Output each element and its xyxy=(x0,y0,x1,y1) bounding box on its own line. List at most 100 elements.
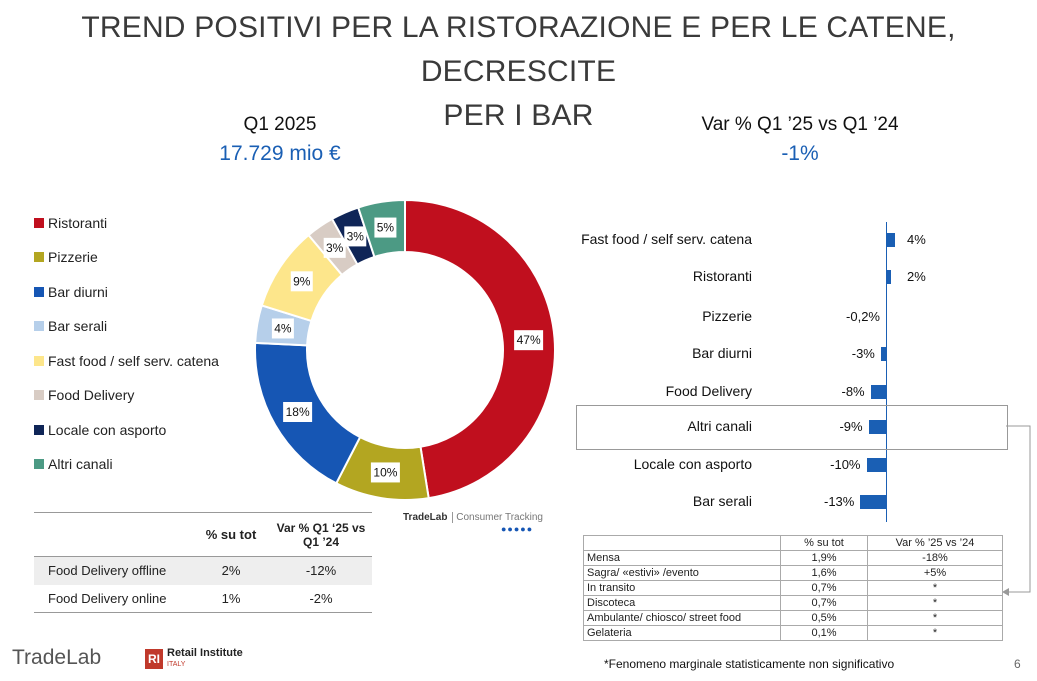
left-table-header-share: % su tot xyxy=(205,527,257,542)
page-number: 6 xyxy=(1014,657,1021,671)
donut-chart: 47% 10% 18% 4% 9% 3%3% 5% xyxy=(254,198,556,501)
table-cell: Gelateria xyxy=(583,625,781,641)
table-cell: Ambulante/ chiosco/ street food xyxy=(583,610,781,626)
donut-slice-ristoranti xyxy=(404,198,556,500)
highlight-box xyxy=(576,405,1008,450)
bar-food-delivery xyxy=(870,385,887,399)
legend-swatch xyxy=(34,459,44,469)
watermark-product: Consumer Tracking xyxy=(452,512,543,523)
bar-category-label: Locale con asporto xyxy=(633,456,752,472)
right-total: -1% xyxy=(781,142,819,165)
donut-data-label: 4% xyxy=(274,321,292,335)
food-delivery-table: % su tot Var % Q1 ‘25 vs Q1 ’24 Food Del… xyxy=(34,512,372,613)
ri-sub: ITALY xyxy=(167,661,186,668)
bar-pizzerie xyxy=(886,310,887,324)
legend-item-food-delivery: Food Delivery xyxy=(34,387,134,403)
legend-swatch xyxy=(34,218,44,228)
slide-title: TREND POSITIVI PER LA RISTORAZIONE E PER… xyxy=(0,6,1037,138)
legend-item-pizzerie: Pizzerie xyxy=(34,249,98,265)
donut-label-box xyxy=(374,217,397,238)
donut-data-label: 9% xyxy=(293,274,311,288)
left-header: Q1 2025 xyxy=(243,114,317,135)
donut-data-label: 5% xyxy=(377,221,395,235)
donut-label-box xyxy=(514,330,544,351)
table-row: Ambulante/ chiosco/ street food 0,5% * xyxy=(583,610,1003,626)
bar-ristoranti xyxy=(887,270,892,284)
table-cell: 0,5% xyxy=(780,610,868,626)
donut-label-box xyxy=(283,402,313,422)
table-row: Food Delivery online 1% -2% xyxy=(34,585,372,613)
watermark-dots: ●●●●● xyxy=(501,524,534,534)
ri-name: Retail Institute xyxy=(167,647,243,659)
connector-arrow xyxy=(1002,425,1031,596)
legend-swatch xyxy=(34,425,44,435)
donut-data-label: 3% xyxy=(326,241,344,255)
right-header: Var % Q1 ’25 vs Q1 ’24 xyxy=(701,114,899,135)
legend-label: Altri canali xyxy=(48,456,113,472)
donut-data-label: 3% xyxy=(347,229,365,243)
bar-altri-canali xyxy=(868,420,887,434)
left-table-header-var: Var % Q1 ‘25 vs Q1 ’24 xyxy=(276,520,366,549)
tradelab-watermark: TradeLab Consumer Tracking ●●●●● xyxy=(403,512,543,534)
table-cell: 1% xyxy=(221,590,241,606)
table-cell: Mensa xyxy=(583,550,781,566)
slide-title-line2: PER I BAR xyxy=(443,99,594,132)
legend-item-bar-diurni: Bar diurni xyxy=(34,284,108,300)
bar-category-label: Bar diurni xyxy=(692,345,752,361)
watermark-brand: TradeLab xyxy=(403,512,448,523)
bar-bar-serali xyxy=(860,495,887,509)
table-cell: +5% xyxy=(867,565,1003,581)
footnote: *Fenomeno marginale statisticamente non … xyxy=(604,657,895,671)
bar-value-label: -13% xyxy=(824,494,855,509)
legend-item-ristoranti: Ristoranti xyxy=(34,215,107,231)
legend-label: Locale con asporto xyxy=(48,422,167,438)
bar-value-label: -8% xyxy=(841,384,865,399)
donut-label-box xyxy=(290,271,313,292)
legend-label: Fast food / self serv. catena xyxy=(48,353,219,369)
right-table-header-share: % su tot xyxy=(780,535,868,551)
bar-value-label: 4% xyxy=(907,232,926,247)
table-cell: 0,7% xyxy=(780,580,868,596)
legend-item-fast-food-self-serv-catena: Fast food / self serv. catena xyxy=(34,353,219,369)
bar-zero-axis xyxy=(886,222,887,522)
table-cell: * xyxy=(867,595,1003,611)
table-row: Discoteca 0,7% * xyxy=(583,595,1003,611)
table-cell: * xyxy=(867,580,1003,596)
bar-value-label: -10% xyxy=(830,457,861,472)
legend-item-locale-con-asporto: Locale con asporto xyxy=(34,422,166,438)
bar-category-label: Fast food / self serv. catena xyxy=(581,231,752,247)
left-total: 17.729 mio € xyxy=(219,142,341,165)
legend-swatch xyxy=(34,252,44,262)
bar-value-label: -3% xyxy=(851,346,875,361)
legend-label: Bar diurni xyxy=(48,284,108,300)
donut-label-box xyxy=(370,462,400,483)
donut-data-label: 10% xyxy=(373,465,397,479)
legend-label: Bar serali xyxy=(48,318,108,334)
retail-institute-logo: RI Retail Institute ITALY xyxy=(145,648,243,670)
table-row: Food Delivery offline 2% -12% xyxy=(34,556,372,585)
table-cell: Sagra/ «estivi» /evento xyxy=(583,565,781,581)
bar-category-label: Altri canali xyxy=(687,418,752,434)
table-cell: 1,6% xyxy=(780,565,868,581)
table-cell: * xyxy=(867,610,1003,626)
slide-title-line1: TREND POSITIVI PER LA RISTORAZIONE E PER… xyxy=(81,11,956,88)
bar-category-label: Ristoranti xyxy=(692,268,752,284)
bar-value-label: -9% xyxy=(839,419,863,434)
donut-label-box xyxy=(344,226,367,247)
table-row: Gelateria 0,1% * xyxy=(583,625,1003,641)
bar-category-label: Pizzerie xyxy=(702,308,752,324)
table-cell: * xyxy=(867,625,1003,641)
legend-swatch xyxy=(34,321,44,331)
bar-value-label: -0,2% xyxy=(846,309,880,324)
table-cell: In transito xyxy=(583,580,781,596)
table-cell: 0,1% xyxy=(780,625,868,641)
table-cell: 0,7% xyxy=(780,595,868,611)
other-channels-table: % su tot Var % ’25 vs ’24 Mensa 1,9% -18% S… xyxy=(583,535,1003,641)
table-cell: Food Delivery offline xyxy=(48,563,167,579)
legend-swatch xyxy=(34,287,44,297)
bar-value-label: 2% xyxy=(907,269,926,284)
bar-category-label: Bar serali xyxy=(692,493,752,509)
table-row: Mensa 1,9% -18% xyxy=(583,550,1003,566)
table-cell: -12% xyxy=(305,563,337,579)
table-cell: -18% xyxy=(867,550,1003,566)
